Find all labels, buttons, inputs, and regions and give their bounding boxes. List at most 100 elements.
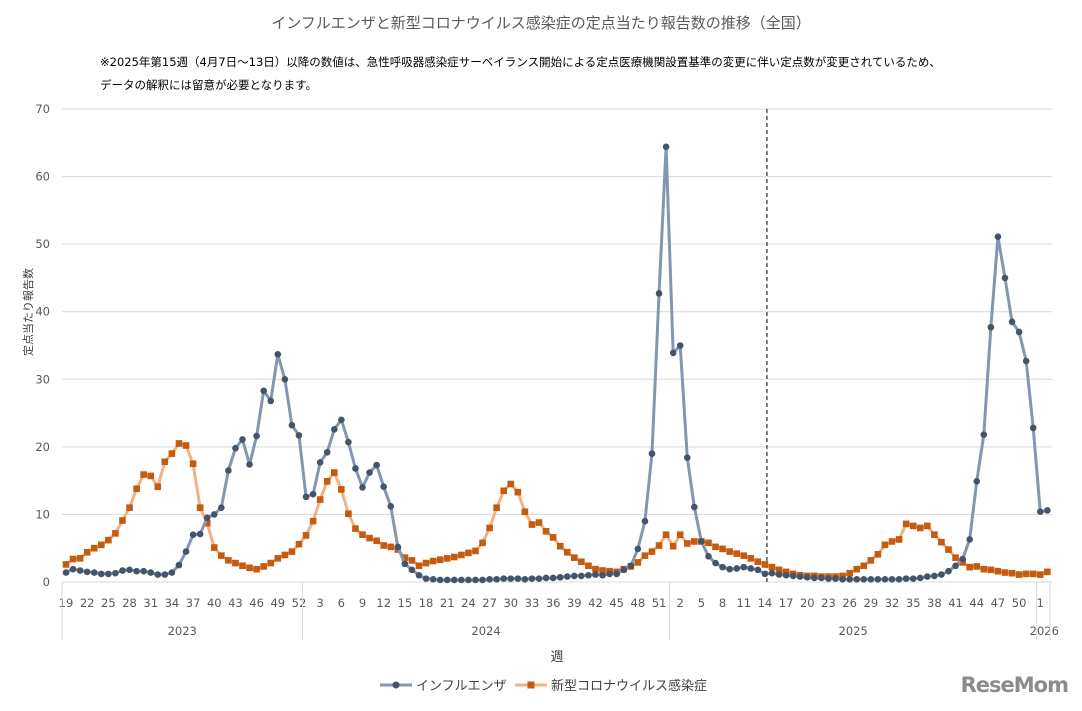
data-point	[126, 566, 133, 574]
data-point	[683, 540, 691, 547]
data-point	[345, 438, 352, 446]
data-point	[267, 397, 275, 405]
data-point	[154, 483, 162, 491]
data-point	[761, 561, 769, 568]
data-point	[740, 552, 748, 559]
data-point	[874, 575, 882, 583]
x-axis-title: 週	[550, 650, 563, 665]
data-point	[987, 566, 995, 574]
data-point	[655, 542, 663, 549]
x-tick-label: 37	[186, 596, 201, 610]
x-tick-label: 49	[270, 596, 285, 610]
data-point	[620, 566, 628, 574]
data-point	[585, 571, 592, 579]
data-point	[1015, 571, 1023, 578]
data-point	[1044, 507, 1051, 514]
data-point	[119, 517, 126, 524]
data-point	[874, 550, 882, 558]
data-point	[182, 548, 190, 555]
data-point	[408, 566, 416, 574]
series-influenza	[62, 143, 1051, 584]
x-tick-label: 33	[525, 596, 540, 610]
x-tick-label: 22	[80, 596, 95, 610]
data-point	[669, 542, 677, 550]
data-point	[168, 450, 176, 457]
data-point	[1022, 570, 1030, 578]
data-point	[641, 517, 649, 525]
x-tick-label: 41	[948, 596, 963, 610]
data-point	[309, 490, 317, 498]
data-point	[634, 545, 642, 553]
data-point	[175, 440, 183, 447]
data-point	[210, 544, 218, 551]
data-point	[514, 488, 522, 496]
data-point	[267, 559, 275, 567]
data-point	[253, 565, 260, 573]
data-point	[168, 569, 176, 576]
x-tick-label: 31	[143, 596, 158, 610]
data-point	[712, 559, 719, 567]
data-point	[359, 531, 366, 538]
x-tick-label: 9	[359, 596, 366, 610]
data-point	[966, 563, 973, 571]
data-point	[916, 574, 924, 582]
data-point	[980, 565, 988, 573]
x-tick-label: 44	[969, 596, 984, 610]
series-group	[62, 143, 1051, 584]
data-point	[648, 548, 656, 555]
x-tick-label: 42	[588, 596, 603, 610]
x-tick-label: 3	[316, 596, 323, 610]
data-point	[422, 575, 430, 582]
data-point	[669, 349, 677, 357]
data-point	[90, 569, 98, 576]
data-point	[994, 233, 1002, 241]
chart-title: インフルエンザと新型コロナウイルス感染症の定点当たり報告数の推移（全国）	[271, 14, 811, 32]
data-point	[302, 532, 310, 539]
data-point	[719, 545, 726, 553]
data-point	[1036, 508, 1044, 516]
data-point	[924, 522, 931, 530]
data-point	[733, 565, 740, 572]
x-tick-label: 35	[906, 596, 921, 610]
x-year-label: 2024	[471, 624, 500, 638]
x-tick-label: 36	[546, 596, 561, 610]
data-point	[253, 432, 260, 440]
data-point	[507, 575, 515, 582]
y-tick-label: 20	[35, 440, 50, 454]
data-point	[1029, 424, 1037, 432]
data-point	[147, 569, 155, 576]
data-point	[796, 573, 804, 580]
data-point	[528, 521, 536, 528]
series-line	[65, 441, 1048, 579]
data-point	[62, 569, 70, 576]
data-point	[182, 442, 190, 449]
data-point	[69, 555, 77, 563]
data-point	[754, 558, 762, 566]
legend-item: インフルエンザ	[380, 679, 507, 694]
data-point	[246, 564, 253, 572]
data-point	[76, 567, 84, 574]
data-point	[366, 469, 373, 476]
data-point	[535, 519, 543, 526]
data-point	[436, 576, 444, 584]
x-tick-label: 52	[292, 596, 307, 610]
data-point	[352, 525, 359, 532]
data-point	[288, 548, 296, 555]
x-tick-label: 18	[419, 596, 434, 610]
data-point	[422, 559, 430, 567]
data-point	[196, 504, 204, 511]
data-point	[895, 575, 903, 583]
y-tick-label: 30	[35, 372, 50, 386]
data-point	[556, 573, 564, 581]
data-point	[867, 575, 875, 583]
data-point	[352, 465, 359, 472]
data-point	[210, 511, 218, 518]
data-point	[408, 557, 416, 564]
data-point	[514, 575, 522, 582]
data-point	[860, 575, 868, 583]
data-point	[853, 565, 861, 573]
data-point	[366, 534, 373, 542]
data-point	[295, 432, 303, 439]
data-point	[902, 575, 910, 582]
data-point	[782, 568, 790, 576]
